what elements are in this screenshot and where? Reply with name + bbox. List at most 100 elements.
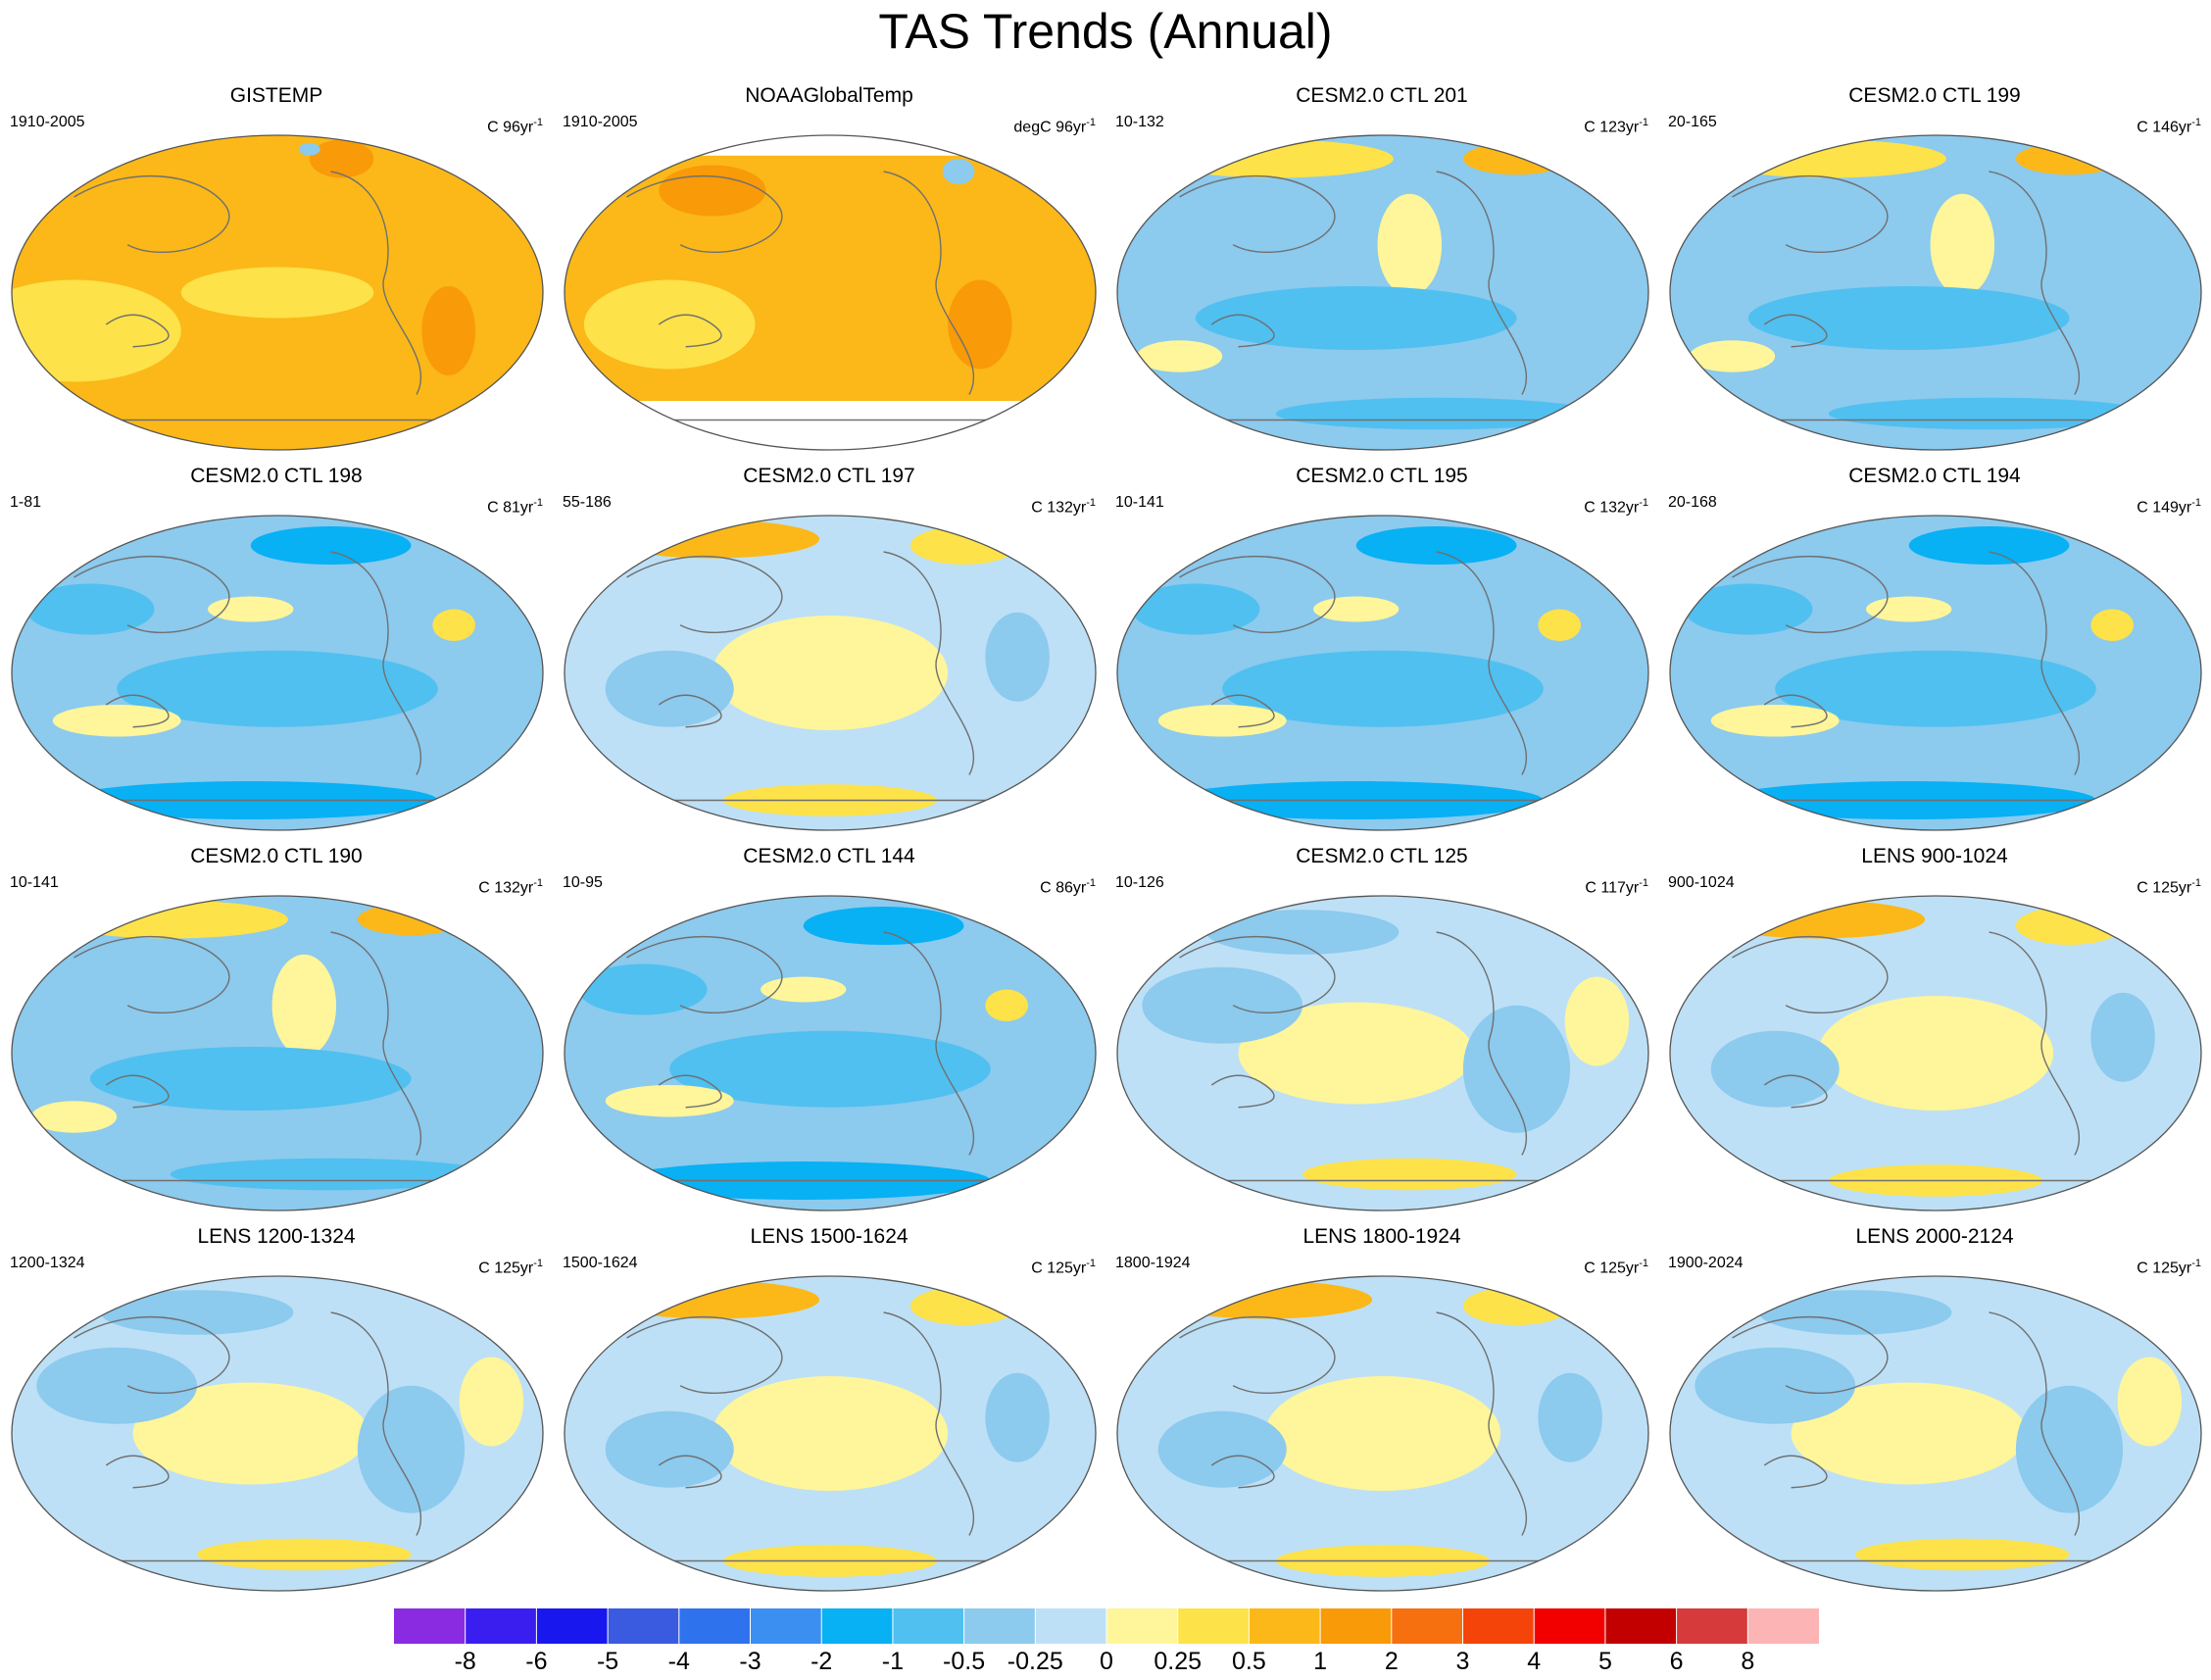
panel-units: C 132yr-1 [1031, 494, 1096, 517]
map-panel: CESM2.0 CTL 195 10-141 C 132yr-1 [1106, 465, 1658, 837]
colorbar-swatch [892, 1608, 965, 1644]
trend-region [180, 267, 374, 319]
colorbar-tick-label: -2 [811, 1648, 833, 1675]
coastline [52, 1311, 503, 1562]
map-panel: LENS 1800-1924 1800-1924 C 125yr-1 [1106, 1225, 1658, 1598]
map-border [11, 134, 544, 451]
colorbar-tick-label: -5 [596, 1648, 619, 1675]
trend-region [250, 526, 412, 565]
trend-region [1775, 650, 2096, 727]
units-value: C 125 [2137, 1260, 2179, 1277]
world-map [11, 1275, 544, 1592]
map-panel: LENS 1200-1324 1200-1324 C 125yr-1 [0, 1225, 553, 1598]
colorbar-swatch [394, 1608, 467, 1644]
colorbar-tick-label: 0.5 [1232, 1648, 1266, 1675]
trend-region [712, 616, 949, 730]
trend-region [89, 1047, 412, 1111]
colorbar-swatch [1106, 1608, 1179, 1644]
colorbar-swatch [750, 1608, 822, 1644]
units-suffix: yr [1625, 119, 1640, 136]
units-exponent: -1 [1086, 497, 1096, 509]
units-exponent: -1 [1639, 117, 1648, 128]
trend-region [170, 1158, 492, 1191]
colorbar-swatch [536, 1608, 609, 1644]
units-value: C 123 [1584, 119, 1626, 136]
map-panel: CESM2.0 CTL 201 10-132 C 123yr-1 [1106, 84, 1658, 457]
panel-units: C 125yr-1 [1584, 1255, 1648, 1277]
trend-region [357, 1385, 466, 1513]
units-suffix: yr [2178, 1260, 2192, 1277]
trend-region [1710, 1030, 1840, 1108]
units-value: C 96 [487, 119, 520, 136]
trend-region [803, 907, 964, 945]
colorbar-tick-label: -1 [881, 1648, 905, 1675]
coastline [52, 931, 503, 1182]
panel-units: C 132yr-1 [478, 874, 543, 897]
trend-region [1136, 340, 1223, 372]
trend-region [1689, 340, 1776, 372]
units-value: C 81 [487, 499, 520, 517]
map-border [1116, 895, 1649, 1211]
panel-title: CESM2.0 CTL 195 [1296, 465, 1468, 487]
map-panel: NOAAGlobalTemp 1910-2005 degC 96yr-1 [553, 84, 1106, 457]
trend-region [1538, 609, 1582, 641]
panel-period: 1200-1324 [10, 1255, 85, 1271]
map-panel: CESM2.0 CTL 194 20-168 C 149yr-1 [1658, 465, 2211, 837]
trend-region [1710, 900, 1926, 939]
units-suffix: yr [2178, 499, 2192, 517]
panel-period: 1910-2005 [563, 114, 638, 130]
panel-units: degC 96yr-1 [1013, 114, 1096, 136]
world-map [1116, 895, 1649, 1211]
colorbar-tick-label: -0.5 [943, 1648, 986, 1675]
trend-region [1684, 583, 1813, 635]
map-border [11, 1275, 544, 1592]
panel-period: 900-1024 [1668, 874, 1735, 891]
units-exponent: -1 [2191, 877, 2201, 889]
trend-region [459, 1357, 524, 1447]
panel-title: LENS 1800-1924 [1302, 1225, 1461, 1248]
map-border [1669, 895, 2202, 1211]
trend-region [2090, 992, 2155, 1082]
colorbar-swatch [465, 1608, 537, 1644]
panel-period: 55-186 [563, 494, 612, 511]
world-map [1669, 1275, 2202, 1592]
units-exponent: -1 [1086, 117, 1096, 128]
units-exponent: -1 [533, 117, 543, 128]
units-suffix: yr [1072, 119, 1087, 136]
panel-period: 20-165 [1668, 114, 1717, 130]
trend-region [1302, 1158, 1517, 1191]
trend-region [2117, 1357, 2183, 1447]
panel-title: CESM2.0 CTL 190 [190, 845, 363, 867]
colorbar-tick-label: -3 [739, 1648, 762, 1675]
trend-region [271, 954, 337, 1057]
trend-region [1564, 976, 1630, 1066]
map-border [564, 134, 1097, 451]
colorbar-swatch [821, 1608, 894, 1644]
trend-region [948, 279, 1012, 370]
trend-region [605, 1280, 820, 1319]
map-panel: CESM2.0 CTL 199 20-165 C 146yr-1 [1658, 84, 2211, 457]
colorbar-swatch [1534, 1608, 1606, 1644]
colorbar-tick-label: 5 [1597, 1648, 1612, 1675]
missing-data-mask [565, 401, 1096, 450]
units-value: C 132 [1031, 499, 1073, 517]
units-value: C 125 [1584, 1260, 1626, 1277]
units-value: C 125 [2137, 879, 2179, 897]
coastline [1710, 1311, 2161, 1562]
trend-region [985, 989, 1029, 1021]
panel-period: 10-141 [10, 874, 59, 891]
map-border [564, 1275, 1097, 1592]
coastline [52, 171, 503, 421]
trend-region [942, 159, 975, 184]
map-panel: LENS 900-1024 900-1024 C 125yr-1 [1658, 845, 2211, 1217]
trend-region [985, 612, 1050, 702]
trend-region [197, 1538, 412, 1571]
panel-title: CESM2.0 CTL 198 [190, 465, 363, 487]
trend-region [1205, 910, 1400, 955]
units-exponent: -1 [2191, 497, 2201, 509]
panel-units: C 125yr-1 [478, 1255, 543, 1277]
panel-units: C 149yr-1 [2137, 494, 2201, 517]
trend-region [1355, 526, 1517, 565]
coastline [1157, 1311, 1608, 1562]
panel-title: LENS 900-1024 [1861, 845, 2008, 867]
